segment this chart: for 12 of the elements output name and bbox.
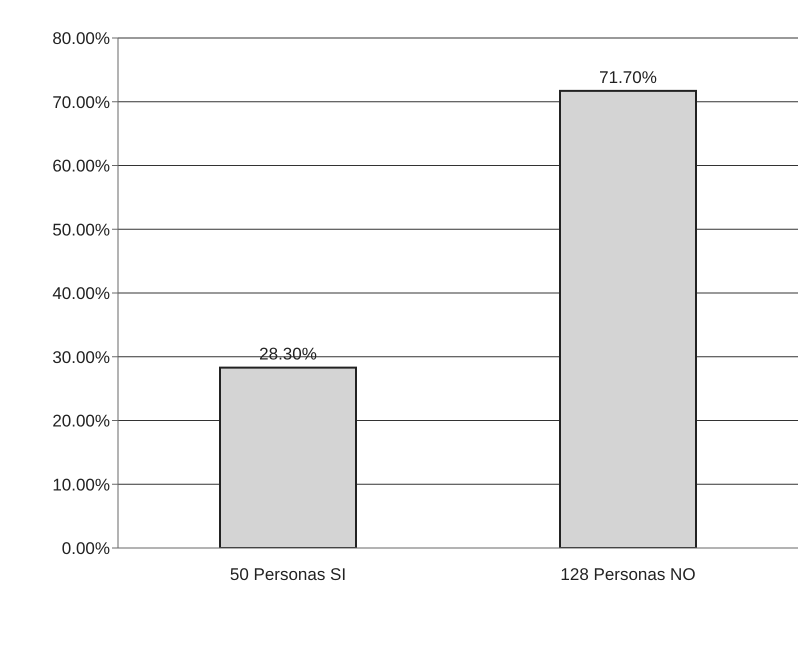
y-tick-label: 60.00%	[52, 156, 110, 176]
data-label: 71.70%	[599, 68, 657, 87]
x-tick-label: 128 Personas NO	[560, 565, 696, 584]
y-tick-label: 10.00%	[52, 475, 110, 494]
y-tick-label: 80.00%	[52, 29, 110, 48]
y-tick-label: 20.00%	[52, 412, 110, 431]
y-tick-label: 40.00%	[52, 284, 110, 304]
y-tick-label: 0.00%	[62, 539, 110, 558]
y-tick-label: 70.00%	[52, 92, 110, 112]
y-tick-label: 50.00%	[52, 220, 110, 240]
y-tick-label: 30.00%	[52, 348, 110, 367]
x-tick-label: 50 Personas SI	[230, 565, 346, 584]
